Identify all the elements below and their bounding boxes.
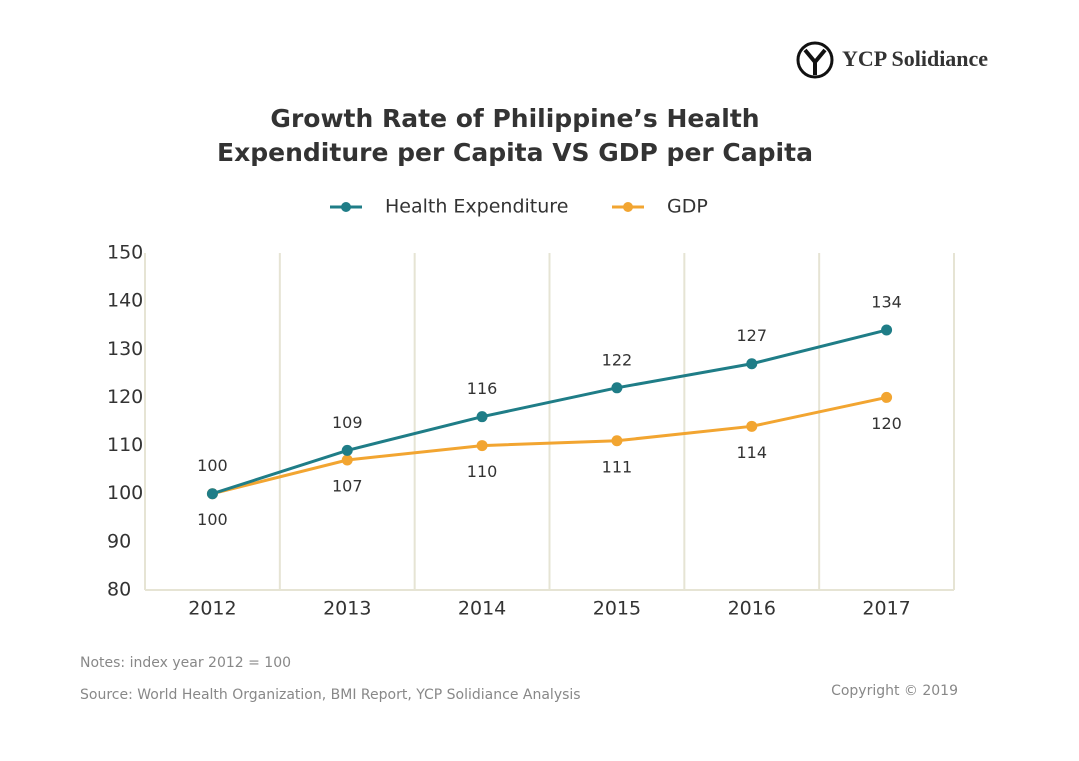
data-label: 107 bbox=[332, 477, 363, 496]
series-line bbox=[211, 328, 887, 496]
series-line bbox=[212, 395, 887, 496]
notes: Notes: index year 2012 = 100 bbox=[80, 655, 291, 671]
legend-marker bbox=[623, 202, 633, 212]
x-tick-label: 2013 bbox=[323, 598, 371, 620]
copyright: Copyright © 2019 bbox=[831, 683, 958, 699]
legend-label: GDP bbox=[667, 196, 708, 218]
x-tick-label: 2017 bbox=[862, 598, 910, 620]
data-point bbox=[476, 440, 488, 452]
source: Source: World Health Organization, BMI R… bbox=[80, 687, 581, 703]
y-tick-label: 100 bbox=[107, 482, 143, 504]
data-point bbox=[746, 358, 758, 370]
data-label: 114 bbox=[736, 443, 767, 462]
y-tick-label: 110 bbox=[107, 434, 143, 456]
x-tick-label: 2015 bbox=[593, 598, 641, 620]
data-point bbox=[476, 411, 488, 423]
y-tick-label: 150 bbox=[107, 242, 143, 264]
y-tick-label: 140 bbox=[107, 290, 143, 312]
data-label: 122 bbox=[602, 350, 633, 369]
legend-label: Health Expenditure bbox=[385, 196, 568, 218]
data-point bbox=[746, 420, 758, 432]
data-label: 120 bbox=[871, 414, 902, 433]
x-tick-label: 2012 bbox=[188, 598, 236, 620]
data-point bbox=[341, 454, 353, 466]
data-label: 116 bbox=[467, 379, 498, 398]
logo: YCP Solidiance bbox=[842, 46, 988, 71]
data-point bbox=[611, 435, 623, 447]
x-tick-label: 2014 bbox=[458, 598, 506, 620]
chart-title: Growth Rate of Philippine’s Health bbox=[270, 104, 759, 133]
data-label: 111 bbox=[602, 457, 633, 476]
y-tick-label: 90 bbox=[107, 530, 131, 552]
data-label: 110 bbox=[467, 462, 498, 481]
data-point bbox=[611, 382, 623, 394]
data-label: 127 bbox=[736, 326, 767, 345]
legend-marker bbox=[341, 202, 351, 212]
x-tick-label: 2016 bbox=[728, 598, 776, 620]
y-tick-label: 80 bbox=[107, 579, 131, 601]
chart-title: Expenditure per Capita VS GDP per Capita bbox=[217, 138, 813, 167]
data-point bbox=[206, 488, 218, 500]
data-point bbox=[881, 324, 893, 336]
data-label: 100 bbox=[197, 510, 228, 529]
data-label: 109 bbox=[332, 413, 363, 432]
logo-icon bbox=[796, 41, 834, 79]
y-tick-label: 120 bbox=[107, 386, 143, 408]
data-label: 100 bbox=[197, 456, 228, 475]
data-label: 134 bbox=[871, 293, 902, 312]
data-point bbox=[341, 444, 353, 456]
y-tick-label: 130 bbox=[107, 338, 143, 360]
data-point bbox=[881, 391, 893, 403]
